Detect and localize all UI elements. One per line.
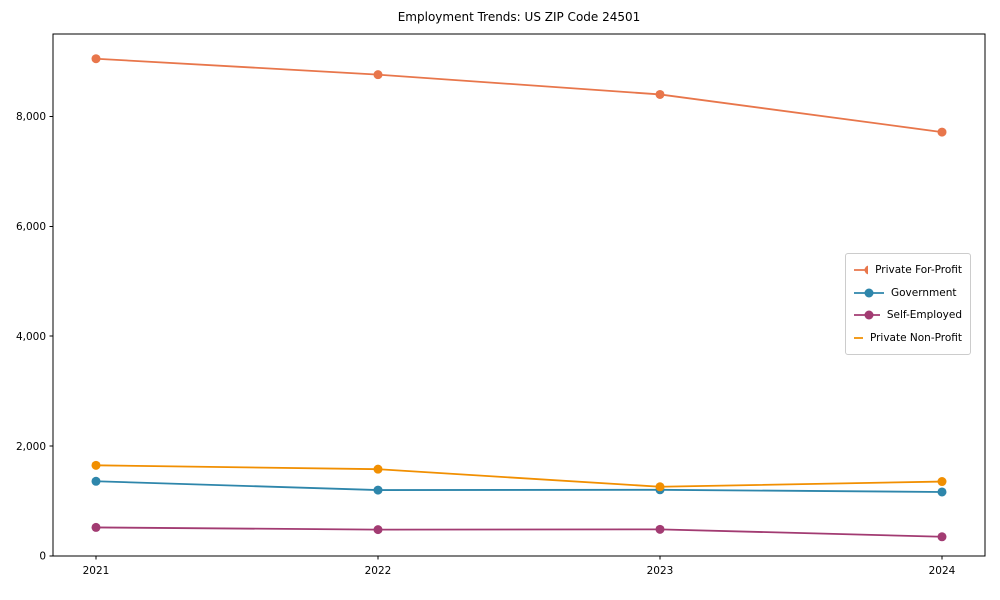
data-point-self-employed-2022 bbox=[373, 525, 383, 535]
legend-item-government: Government bbox=[854, 282, 962, 305]
legend-label: Private Non-Profit bbox=[869, 331, 962, 344]
data-point-government-2022 bbox=[373, 485, 383, 495]
series-line-private-non-profit bbox=[95, 464, 943, 488]
series-line-private-for-profit bbox=[95, 57, 943, 133]
data-point-government-2021 bbox=[91, 476, 101, 486]
plot-border bbox=[52, 33, 986, 557]
legend-item-private-for-profit: Private For-Profit bbox=[854, 259, 962, 282]
x-tick-label: 2021 bbox=[83, 565, 110, 577]
data-point-private-for-profit-2023 bbox=[655, 89, 665, 99]
legend-swatch-private-for-profit bbox=[854, 265, 869, 275]
legend-label: Private For-Profit bbox=[875, 264, 962, 276]
data-point-private-non-profit-2024 bbox=[937, 477, 947, 487]
legend-marker bbox=[864, 265, 869, 275]
y-axis: 0 2,000 4,000 6,000 8,000 bbox=[16, 111, 53, 563]
series-line-self-employed bbox=[95, 526, 943, 538]
data-point-private-non-profit-2021 bbox=[91, 460, 101, 470]
data-point-private-non-profit-2022 bbox=[373, 464, 383, 474]
legend-swatch-private-non-profit bbox=[854, 336, 863, 339]
data-point-private-for-profit-2022 bbox=[373, 70, 383, 80]
legend-marker bbox=[864, 310, 874, 320]
legend-item-self-employed: Self-Employed bbox=[854, 304, 962, 327]
data-point-private-non-profit-2023 bbox=[655, 482, 665, 492]
data-point-government-2024 bbox=[937, 487, 947, 497]
plot-series bbox=[91, 54, 947, 542]
y-tick-label: 2,000 bbox=[16, 441, 46, 453]
legend-label: Self-Employed bbox=[886, 309, 962, 321]
x-tick-label: 2023 bbox=[647, 565, 674, 577]
x-tick-label: 2022 bbox=[365, 565, 392, 577]
x-axis: 2021 2022 2023 2024 bbox=[83, 556, 956, 577]
series-line-government bbox=[95, 480, 943, 493]
y-tick-label: 0 bbox=[39, 551, 46, 563]
data-point-private-for-profit-2021 bbox=[91, 54, 101, 64]
legend-swatch-government bbox=[854, 288, 884, 298]
data-point-private-for-profit-2024 bbox=[937, 127, 947, 137]
legend-marker bbox=[864, 288, 874, 298]
y-tick-label: 6,000 bbox=[16, 221, 46, 233]
data-point-self-employed-2021 bbox=[91, 522, 101, 532]
data-point-self-employed-2023 bbox=[655, 524, 665, 534]
chart-title: Employment Trends: US ZIP Code 24501 bbox=[398, 10, 641, 24]
legend: Private For-Profit Government Self-Employe… bbox=[845, 253, 971, 355]
y-tick-label: 4,000 bbox=[16, 331, 46, 343]
legend-swatch-self-employed bbox=[854, 310, 880, 320]
y-tick-label: 8,000 bbox=[16, 111, 46, 123]
x-tick-label: 2024 bbox=[929, 565, 956, 577]
legend-label: Government bbox=[891, 286, 957, 299]
legend-item-private-non-profit: Private Non-Profit bbox=[854, 327, 962, 350]
data-point-self-employed-2024 bbox=[937, 532, 947, 542]
